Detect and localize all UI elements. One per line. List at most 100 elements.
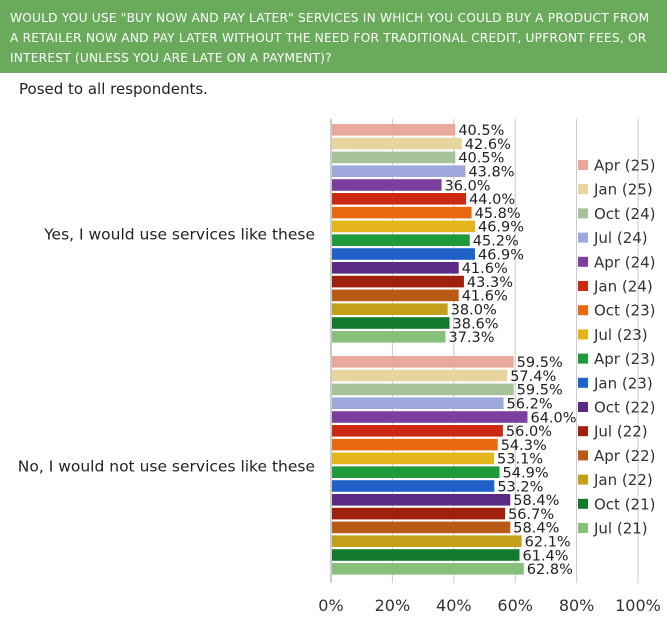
legend-swatch xyxy=(578,232,588,243)
data-label: 62.8% xyxy=(527,562,573,578)
legend-swatch xyxy=(578,426,588,437)
x-tick-label: 80% xyxy=(559,596,595,615)
bar xyxy=(332,289,459,302)
legend-swatch xyxy=(578,498,588,509)
legend-swatch xyxy=(578,353,588,364)
x-tick-label: 20% xyxy=(375,596,411,615)
bar xyxy=(332,438,498,451)
question-header: WOULD YOU USE "BUY NOW AND PAY LATER" SE… xyxy=(0,0,667,73)
bar xyxy=(332,369,508,382)
bar xyxy=(332,206,472,219)
legend-label: Oct (24) xyxy=(594,205,656,223)
legend-label: Jan (22) xyxy=(593,471,653,489)
legend-swatch xyxy=(578,160,588,170)
category-label: Yes, I would use services like these xyxy=(43,225,315,243)
legend-swatch xyxy=(578,474,588,485)
legend-swatch xyxy=(578,450,588,461)
data-label: 46.9% xyxy=(478,220,524,236)
x-tick-label: 40% xyxy=(436,596,472,615)
data-label: 46.9% xyxy=(478,247,524,263)
data-label: 45.8% xyxy=(475,206,521,222)
data-label: 54.9% xyxy=(503,466,549,482)
data-label: 54.3% xyxy=(501,438,547,454)
data-label: 44.0% xyxy=(469,192,515,208)
bar xyxy=(332,452,495,465)
legend-swatch xyxy=(578,281,588,291)
bar xyxy=(332,397,504,409)
data-label: 64.0% xyxy=(530,410,576,426)
data-label: 42.6% xyxy=(465,137,511,153)
legend-swatch xyxy=(578,208,588,219)
legend-swatch xyxy=(578,377,588,388)
bar xyxy=(332,165,466,177)
bar xyxy=(332,521,511,534)
bar xyxy=(332,535,522,547)
legend-label: Jul (23) xyxy=(593,326,648,344)
data-label: 62.1% xyxy=(525,535,571,551)
bar xyxy=(332,480,495,492)
legend-label: Jul (22) xyxy=(593,423,648,441)
bar xyxy=(332,549,520,561)
data-label: 53.2% xyxy=(497,479,543,495)
data-label: 57.4% xyxy=(510,369,556,385)
data-label: 56.7% xyxy=(508,507,554,523)
bar xyxy=(332,151,456,164)
bar xyxy=(332,507,506,520)
legend-label: Apr (25) xyxy=(594,157,656,175)
bar xyxy=(332,425,503,437)
bar xyxy=(332,275,464,288)
data-label: 38.0% xyxy=(451,303,497,319)
legend-label: Oct (21) xyxy=(594,495,656,513)
bar xyxy=(332,331,446,343)
bar xyxy=(332,193,467,205)
bar xyxy=(332,303,448,315)
data-label: 53.1% xyxy=(497,452,543,468)
bar xyxy=(332,137,462,150)
bar xyxy=(332,466,500,478)
legend-swatch xyxy=(578,305,588,316)
bar xyxy=(332,262,459,274)
data-label: 58.4% xyxy=(513,493,559,509)
category-label: No, I would not use services like these xyxy=(18,457,315,475)
legend-swatch xyxy=(578,402,588,412)
data-label: 56.0% xyxy=(506,424,552,440)
data-label: 41.6% xyxy=(462,289,508,305)
bar xyxy=(332,317,450,329)
legend-swatch xyxy=(578,256,588,267)
bar xyxy=(332,563,524,575)
data-label: 58.4% xyxy=(513,521,559,537)
legend-label: Apr (24) xyxy=(594,253,656,271)
bar xyxy=(332,124,456,136)
legend-swatch xyxy=(578,184,588,195)
legend-label: Jan (23) xyxy=(593,374,653,392)
bar xyxy=(332,356,514,368)
x-tick-label: 100% xyxy=(615,596,661,615)
bar xyxy=(332,411,528,423)
legend-label: Oct (23) xyxy=(594,302,656,320)
legend-label: Oct (22) xyxy=(594,399,656,417)
data-label: 43.8% xyxy=(468,165,514,181)
data-label: 56.2% xyxy=(507,397,553,413)
data-label: 45.2% xyxy=(473,234,519,250)
legend-swatch xyxy=(578,523,588,533)
subtitle: Posed to all respondents. xyxy=(19,80,208,98)
legend-label: Jul (21) xyxy=(593,520,648,538)
data-label: 37.3% xyxy=(449,330,495,346)
legend-swatch xyxy=(578,329,588,340)
data-label: 43.3% xyxy=(467,275,513,291)
x-tick-label: 0% xyxy=(318,596,343,615)
data-label: 36.0% xyxy=(445,178,491,194)
data-label: 41.6% xyxy=(462,261,508,277)
question-text: WOULD YOU USE "BUY NOW AND PAY LATER" SE… xyxy=(10,11,650,65)
bar xyxy=(332,248,475,260)
data-label: 38.6% xyxy=(453,316,499,332)
legend-label: Apr (22) xyxy=(594,447,656,465)
legend-label: Jan (24) xyxy=(593,278,653,296)
bar xyxy=(332,179,442,191)
data-label: 40.5% xyxy=(458,151,504,167)
legend-label: Jul (24) xyxy=(593,229,648,247)
x-tick-label: 60% xyxy=(497,596,533,615)
data-label: 59.5% xyxy=(517,355,563,371)
legend-label: Jan (25) xyxy=(593,181,653,199)
bar xyxy=(332,220,475,233)
